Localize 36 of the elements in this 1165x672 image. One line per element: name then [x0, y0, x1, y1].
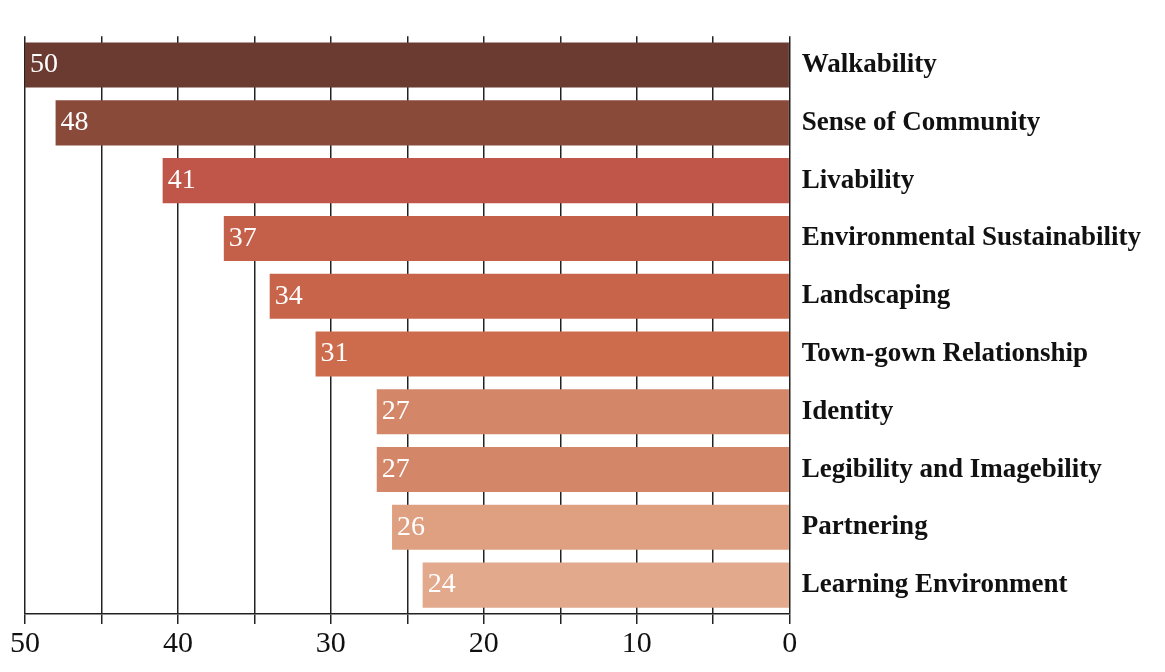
data-label: 27	[381, 394, 410, 426]
bar	[269, 273, 789, 319]
y-tick-label: Legibility and Imagebility	[801, 452, 1103, 483]
bar	[162, 158, 789, 204]
bar	[422, 562, 789, 608]
data-label: 41	[167, 163, 196, 195]
data-label: 31	[320, 336, 349, 368]
bar	[392, 504, 789, 550]
bar	[55, 100, 789, 146]
y-tick-label: Landscaping	[801, 279, 951, 310]
y-tick-label: Livability	[801, 163, 915, 194]
data-label: 26	[397, 509, 426, 541]
y-tick-label: Town-gown Relationship	[801, 336, 1089, 367]
x-tick-label: 50	[10, 624, 40, 658]
x-tick-label: 40	[162, 624, 193, 658]
x-tick-label: 30	[315, 624, 346, 658]
data-label: 24	[427, 567, 456, 599]
data-label: 50	[30, 47, 58, 79]
data-label: 34	[274, 278, 303, 310]
y-tick-label: Learning Environment	[801, 568, 1068, 599]
data-label: 27	[381, 451, 410, 483]
bar	[376, 447, 789, 493]
data-label: 48	[60, 105, 89, 137]
y-tick-label: Partnering	[801, 510, 929, 541]
x-tick-label: 10	[621, 624, 652, 658]
bar	[315, 331, 789, 377]
y-tick-label: Sense of Community	[801, 105, 1041, 136]
bar	[25, 42, 789, 88]
y-tick-label: Walkability	[801, 48, 938, 79]
bar	[223, 215, 789, 261]
data-label: 37	[228, 220, 257, 252]
x-tick-label: 20	[468, 624, 499, 658]
x-tick-label: 0	[782, 624, 798, 658]
bar	[376, 389, 789, 435]
y-tick-label: Identity	[801, 394, 894, 425]
y-tick-label: Environmental Sustainability	[801, 221, 1142, 252]
